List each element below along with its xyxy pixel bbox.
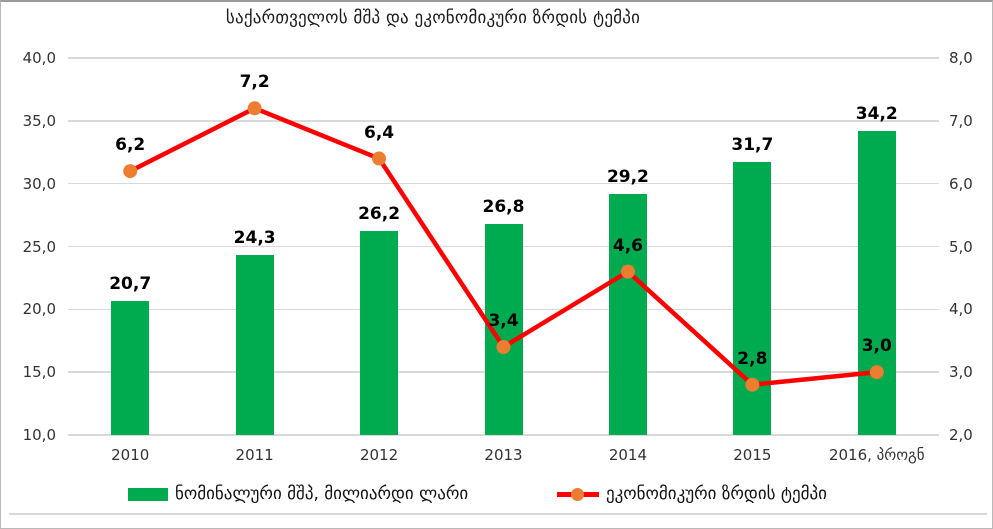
line-value-label: 2,8: [737, 348, 768, 369]
line-value-label: 6,2: [115, 135, 146, 156]
line-marker: [123, 164, 138, 179]
right-axis-tick-label: 4,0: [949, 300, 973, 319]
legend: ნომინალური მშპ, მილიარდი ლარი ეკონომიკურ…: [1, 483, 992, 505]
x-axis-label: 2015: [733, 446, 772, 464]
left-axis-tick-label: 20,0: [22, 300, 56, 319]
right-axis-tick-label: 5,0: [949, 237, 973, 256]
divider: [9, 513, 987, 515]
legend-item-growth-rate: ეკონომიკური ზრდის ტემპი: [557, 483, 827, 505]
legend-label-growth-rate: ეკონომიკური ზრდის ტემპი: [606, 484, 827, 504]
x-axis-label: 2012: [359, 446, 399, 464]
bar: [111, 300, 150, 435]
grid-line: [68, 434, 939, 436]
right-axis-tick-label: 7,0: [949, 111, 973, 130]
right-axis-tick-label: 2,0: [949, 426, 973, 444]
bar: [733, 162, 772, 435]
bar: [360, 231, 399, 435]
line-marker: [372, 151, 387, 166]
grid-line: [68, 57, 939, 59]
bar: [857, 130, 896, 435]
legend-label-nominal-gdp: ნომინალური მშპ, მილიარდი ლარი: [175, 484, 469, 504]
line-marker: [247, 101, 262, 116]
grid-line: [68, 182, 939, 185]
legend-line-swatch-icon: [557, 487, 599, 501]
right-axis-tick-label: 3,0: [949, 363, 973, 382]
line-value-label: 4,6: [612, 235, 643, 256]
left-axis-tick-label: 10,0: [22, 426, 56, 444]
bar-value-label: 26,8: [482, 196, 525, 217]
left-axis-tick-label: 30,0: [22, 174, 56, 193]
left-axis-tick-label: 15,0: [22, 363, 56, 382]
x-axis-label: 2013: [484, 446, 523, 464]
bar-value-label: 31,7: [731, 135, 774, 156]
right-axis-tick-label: 8,0: [949, 49, 973, 67]
grid-line: [68, 120, 939, 122]
bar-value-label: 20,7: [109, 273, 152, 294]
bar: [608, 193, 647, 435]
left-axis-tick-label: 25,0: [22, 237, 56, 256]
line-value-label: 3,0: [861, 336, 892, 357]
left-axis-tick-label: 40,0: [22, 49, 56, 67]
line-value-label: 7,2: [239, 72, 270, 93]
x-axis-label: 2014: [608, 446, 648, 464]
bar-value-label: 26,2: [358, 204, 401, 225]
bar: [235, 255, 274, 435]
right-axis-tick-label: 6,0: [949, 174, 973, 193]
line-value-label: 3,4: [488, 311, 519, 332]
legend-bar-swatch-icon: [128, 487, 168, 501]
bar-value-label: 24,3: [233, 228, 276, 249]
x-axis-label: 2016, პროგნ: [828, 446, 925, 464]
x-axis-label: 2011: [235, 446, 274, 464]
chart-title: საქართველოს მშპ და ეკონომიკური ზრდის ტემ…: [225, 8, 641, 28]
legend-item-nominal-gdp: ნომინალური მშპ, მილიარდი ლარი: [128, 483, 468, 505]
x-axis-label: 2010: [111, 446, 150, 464]
bar-value-label: 34,2: [855, 103, 898, 124]
line-value-label: 6,4: [364, 122, 395, 143]
left-axis-tick-label: 35,0: [22, 111, 56, 130]
bar-value-label: 29,2: [606, 166, 649, 187]
